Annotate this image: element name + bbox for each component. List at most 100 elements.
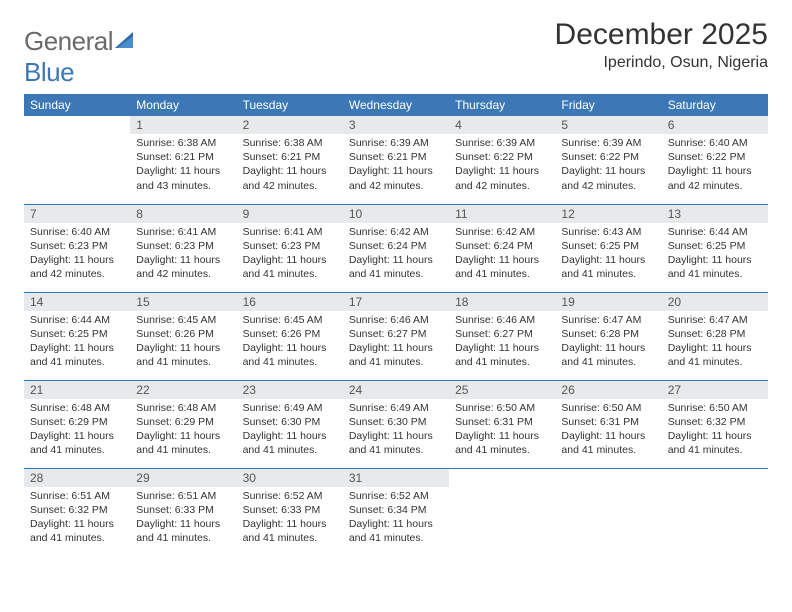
sunset-text: Sunset: 6:29 PM [30, 415, 124, 429]
daylight-text: Daylight: 11 hours and 41 minutes. [455, 429, 549, 457]
sunset-text: Sunset: 6:21 PM [136, 150, 230, 164]
daylight-text: Daylight: 11 hours and 41 minutes. [136, 517, 230, 545]
day-body: Sunrise: 6:44 AMSunset: 6:25 PMDaylight:… [662, 223, 768, 286]
calendar-row: 21Sunrise: 6:48 AMSunset: 6:29 PMDayligh… [24, 380, 768, 468]
sunrise-text: Sunrise: 6:50 AM [455, 401, 549, 415]
sunrise-text: Sunrise: 6:46 AM [349, 313, 443, 327]
sunset-text: Sunset: 6:28 PM [561, 327, 655, 341]
daylight-text: Daylight: 11 hours and 41 minutes. [561, 429, 655, 457]
day-number [24, 116, 130, 120]
sunrise-text: Sunrise: 6:49 AM [243, 401, 337, 415]
sunset-text: Sunset: 6:27 PM [349, 327, 443, 341]
day-number: 29 [130, 469, 236, 487]
calendar-cell: 24Sunrise: 6:49 AMSunset: 6:30 PMDayligh… [343, 380, 449, 468]
day-number: 17 [343, 293, 449, 311]
sunset-text: Sunset: 6:21 PM [349, 150, 443, 164]
calendar-cell: 2Sunrise: 6:38 AMSunset: 6:21 PMDaylight… [237, 116, 343, 204]
calendar-body: 1Sunrise: 6:38 AMSunset: 6:21 PMDaylight… [24, 116, 768, 556]
calendar-cell: 14Sunrise: 6:44 AMSunset: 6:25 PMDayligh… [24, 292, 130, 380]
weekday-row: Sunday Monday Tuesday Wednesday Thursday… [24, 94, 768, 116]
day-number: 4 [449, 116, 555, 134]
sunrise-text: Sunrise: 6:48 AM [136, 401, 230, 415]
sunset-text: Sunset: 6:32 PM [30, 503, 124, 517]
calendar-cell: 21Sunrise: 6:48 AMSunset: 6:29 PMDayligh… [24, 380, 130, 468]
day-body: Sunrise: 6:52 AMSunset: 6:34 PMDaylight:… [343, 487, 449, 550]
day-body: Sunrise: 6:49 AMSunset: 6:30 PMDaylight:… [237, 399, 343, 462]
day-number: 31 [343, 469, 449, 487]
sunset-text: Sunset: 6:29 PM [136, 415, 230, 429]
daylight-text: Daylight: 11 hours and 42 minutes. [243, 164, 337, 192]
day-body: Sunrise: 6:41 AMSunset: 6:23 PMDaylight:… [130, 223, 236, 286]
day-number: 24 [343, 381, 449, 399]
day-body: Sunrise: 6:51 AMSunset: 6:32 PMDaylight:… [24, 487, 130, 550]
weekday-header: Saturday [662, 94, 768, 116]
calendar-cell: 10Sunrise: 6:42 AMSunset: 6:24 PMDayligh… [343, 204, 449, 292]
sunset-text: Sunset: 6:33 PM [243, 503, 337, 517]
day-body: Sunrise: 6:39 AMSunset: 6:22 PMDaylight:… [449, 134, 555, 197]
day-body: Sunrise: 6:48 AMSunset: 6:29 PMDaylight:… [24, 399, 130, 462]
calendar-cell: 6Sunrise: 6:40 AMSunset: 6:22 PMDaylight… [662, 116, 768, 204]
day-number: 1 [130, 116, 236, 134]
calendar-cell: 31Sunrise: 6:52 AMSunset: 6:34 PMDayligh… [343, 468, 449, 556]
weekday-header: Thursday [449, 94, 555, 116]
calendar-row: 14Sunrise: 6:44 AMSunset: 6:25 PMDayligh… [24, 292, 768, 380]
sunset-text: Sunset: 6:21 PM [243, 150, 337, 164]
daylight-text: Daylight: 11 hours and 41 minutes. [243, 429, 337, 457]
day-number: 8 [130, 205, 236, 223]
sunrise-text: Sunrise: 6:50 AM [561, 401, 655, 415]
day-body: Sunrise: 6:42 AMSunset: 6:24 PMDaylight:… [449, 223, 555, 286]
sunset-text: Sunset: 6:31 PM [455, 415, 549, 429]
sunrise-text: Sunrise: 6:44 AM [30, 313, 124, 327]
day-number: 10 [343, 205, 449, 223]
sunset-text: Sunset: 6:30 PM [243, 415, 337, 429]
day-number: 28 [24, 469, 130, 487]
sunset-text: Sunset: 6:25 PM [668, 239, 762, 253]
day-body: Sunrise: 6:40 AMSunset: 6:23 PMDaylight:… [24, 223, 130, 286]
sunrise-text: Sunrise: 6:41 AM [136, 225, 230, 239]
calendar-cell: 5Sunrise: 6:39 AMSunset: 6:22 PMDaylight… [555, 116, 661, 204]
calendar-cell: 29Sunrise: 6:51 AMSunset: 6:33 PMDayligh… [130, 468, 236, 556]
day-body: Sunrise: 6:45 AMSunset: 6:26 PMDaylight:… [130, 311, 236, 374]
sunset-text: Sunset: 6:25 PM [561, 239, 655, 253]
sunset-text: Sunset: 6:32 PM [668, 415, 762, 429]
sunset-text: Sunset: 6:25 PM [30, 327, 124, 341]
day-number [449, 469, 555, 473]
sunrise-text: Sunrise: 6:45 AM [243, 313, 337, 327]
daylight-text: Daylight: 11 hours and 41 minutes. [668, 253, 762, 281]
day-number: 20 [662, 293, 768, 311]
calendar-cell: 28Sunrise: 6:51 AMSunset: 6:32 PMDayligh… [24, 468, 130, 556]
weekday-header: Wednesday [343, 94, 449, 116]
weekday-header: Friday [555, 94, 661, 116]
daylight-text: Daylight: 11 hours and 41 minutes. [136, 429, 230, 457]
sunrise-text: Sunrise: 6:39 AM [561, 136, 655, 150]
calendar-cell: 17Sunrise: 6:46 AMSunset: 6:27 PMDayligh… [343, 292, 449, 380]
day-number: 22 [130, 381, 236, 399]
day-number: 25 [449, 381, 555, 399]
day-body: Sunrise: 6:49 AMSunset: 6:30 PMDaylight:… [343, 399, 449, 462]
brand-part2: Blue [24, 57, 74, 87]
day-body: Sunrise: 6:50 AMSunset: 6:32 PMDaylight:… [662, 399, 768, 462]
day-body: Sunrise: 6:46 AMSunset: 6:27 PMDaylight:… [449, 311, 555, 374]
day-number: 12 [555, 205, 661, 223]
sunset-text: Sunset: 6:23 PM [136, 239, 230, 253]
day-number: 11 [449, 205, 555, 223]
sunset-text: Sunset: 6:27 PM [455, 327, 549, 341]
page-header: GeneralBlue December 2025 Iperindo, Osun… [24, 18, 768, 88]
day-body: Sunrise: 6:43 AMSunset: 6:25 PMDaylight:… [555, 223, 661, 286]
sail-icon [115, 26, 137, 57]
daylight-text: Daylight: 11 hours and 42 minutes. [136, 253, 230, 281]
daylight-text: Daylight: 11 hours and 41 minutes. [243, 517, 337, 545]
calendar-cell [24, 116, 130, 204]
sunrise-text: Sunrise: 6:41 AM [243, 225, 337, 239]
daylight-text: Daylight: 11 hours and 41 minutes. [30, 517, 124, 545]
sunset-text: Sunset: 6:26 PM [136, 327, 230, 341]
day-body: Sunrise: 6:51 AMSunset: 6:33 PMDaylight:… [130, 487, 236, 550]
day-number: 26 [555, 381, 661, 399]
sunrise-text: Sunrise: 6:40 AM [30, 225, 124, 239]
sunrise-text: Sunrise: 6:38 AM [136, 136, 230, 150]
daylight-text: Daylight: 11 hours and 41 minutes. [349, 517, 443, 545]
day-number: 16 [237, 293, 343, 311]
calendar-cell: 25 Sunrise: 6:50 AMSunset: 6:31 PMDayligh… [449, 380, 555, 468]
day-body: Sunrise: 6:47 AMSunset: 6:28 PMDaylight:… [662, 311, 768, 374]
day-number: 5 [555, 116, 661, 134]
